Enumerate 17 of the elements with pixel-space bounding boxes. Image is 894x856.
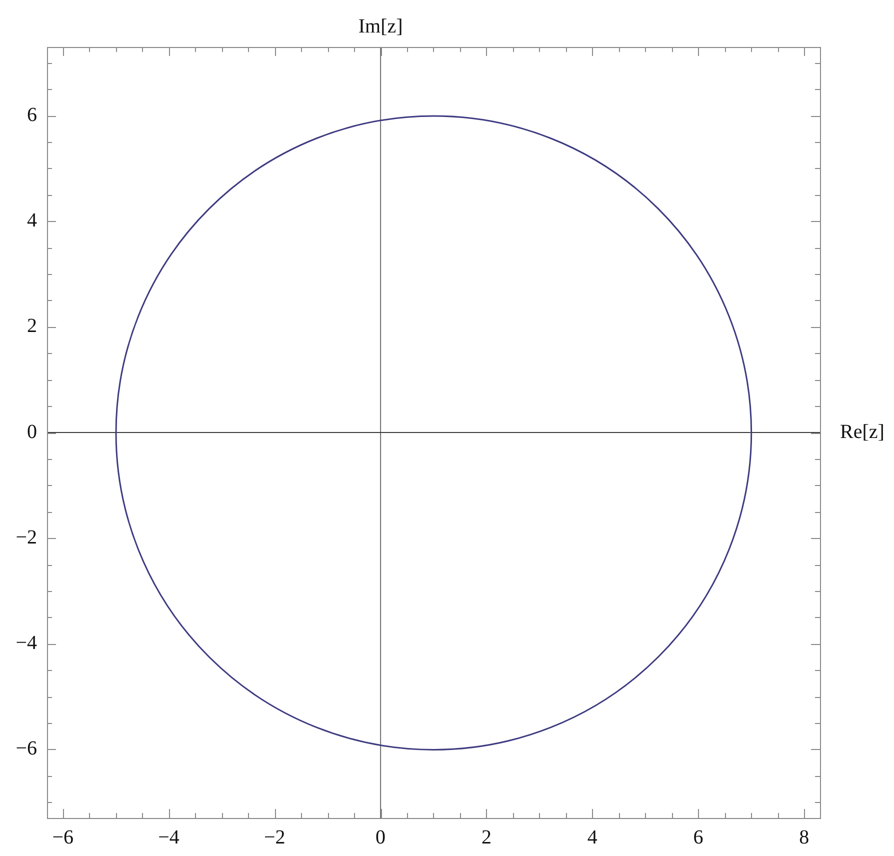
y-tick-label: 0 (27, 420, 37, 443)
y-axis-title: Im[z] (358, 15, 403, 38)
x-tick-label: 0 (376, 826, 386, 848)
x-tick-label: −2 (264, 826, 286, 848)
x-tick-label: −4 (158, 826, 180, 848)
y-tick-label: −4 (16, 632, 37, 654)
x-tick-label: 6 (693, 826, 704, 848)
x-tick-label: 8 (799, 826, 810, 848)
y-tick-label: 2 (27, 315, 37, 338)
x-tick-label: 4 (587, 826, 598, 848)
y-tick-label: 6 (27, 104, 37, 126)
y-tick-label: −2 (16, 526, 37, 548)
x-tick-label: 2 (481, 826, 492, 848)
x-axis-title: Re[z] (840, 420, 884, 443)
y-tick-label: −6 (16, 738, 37, 760)
x-tick-label: −6 (52, 826, 74, 848)
y-tick-label: 4 (27, 210, 37, 232)
